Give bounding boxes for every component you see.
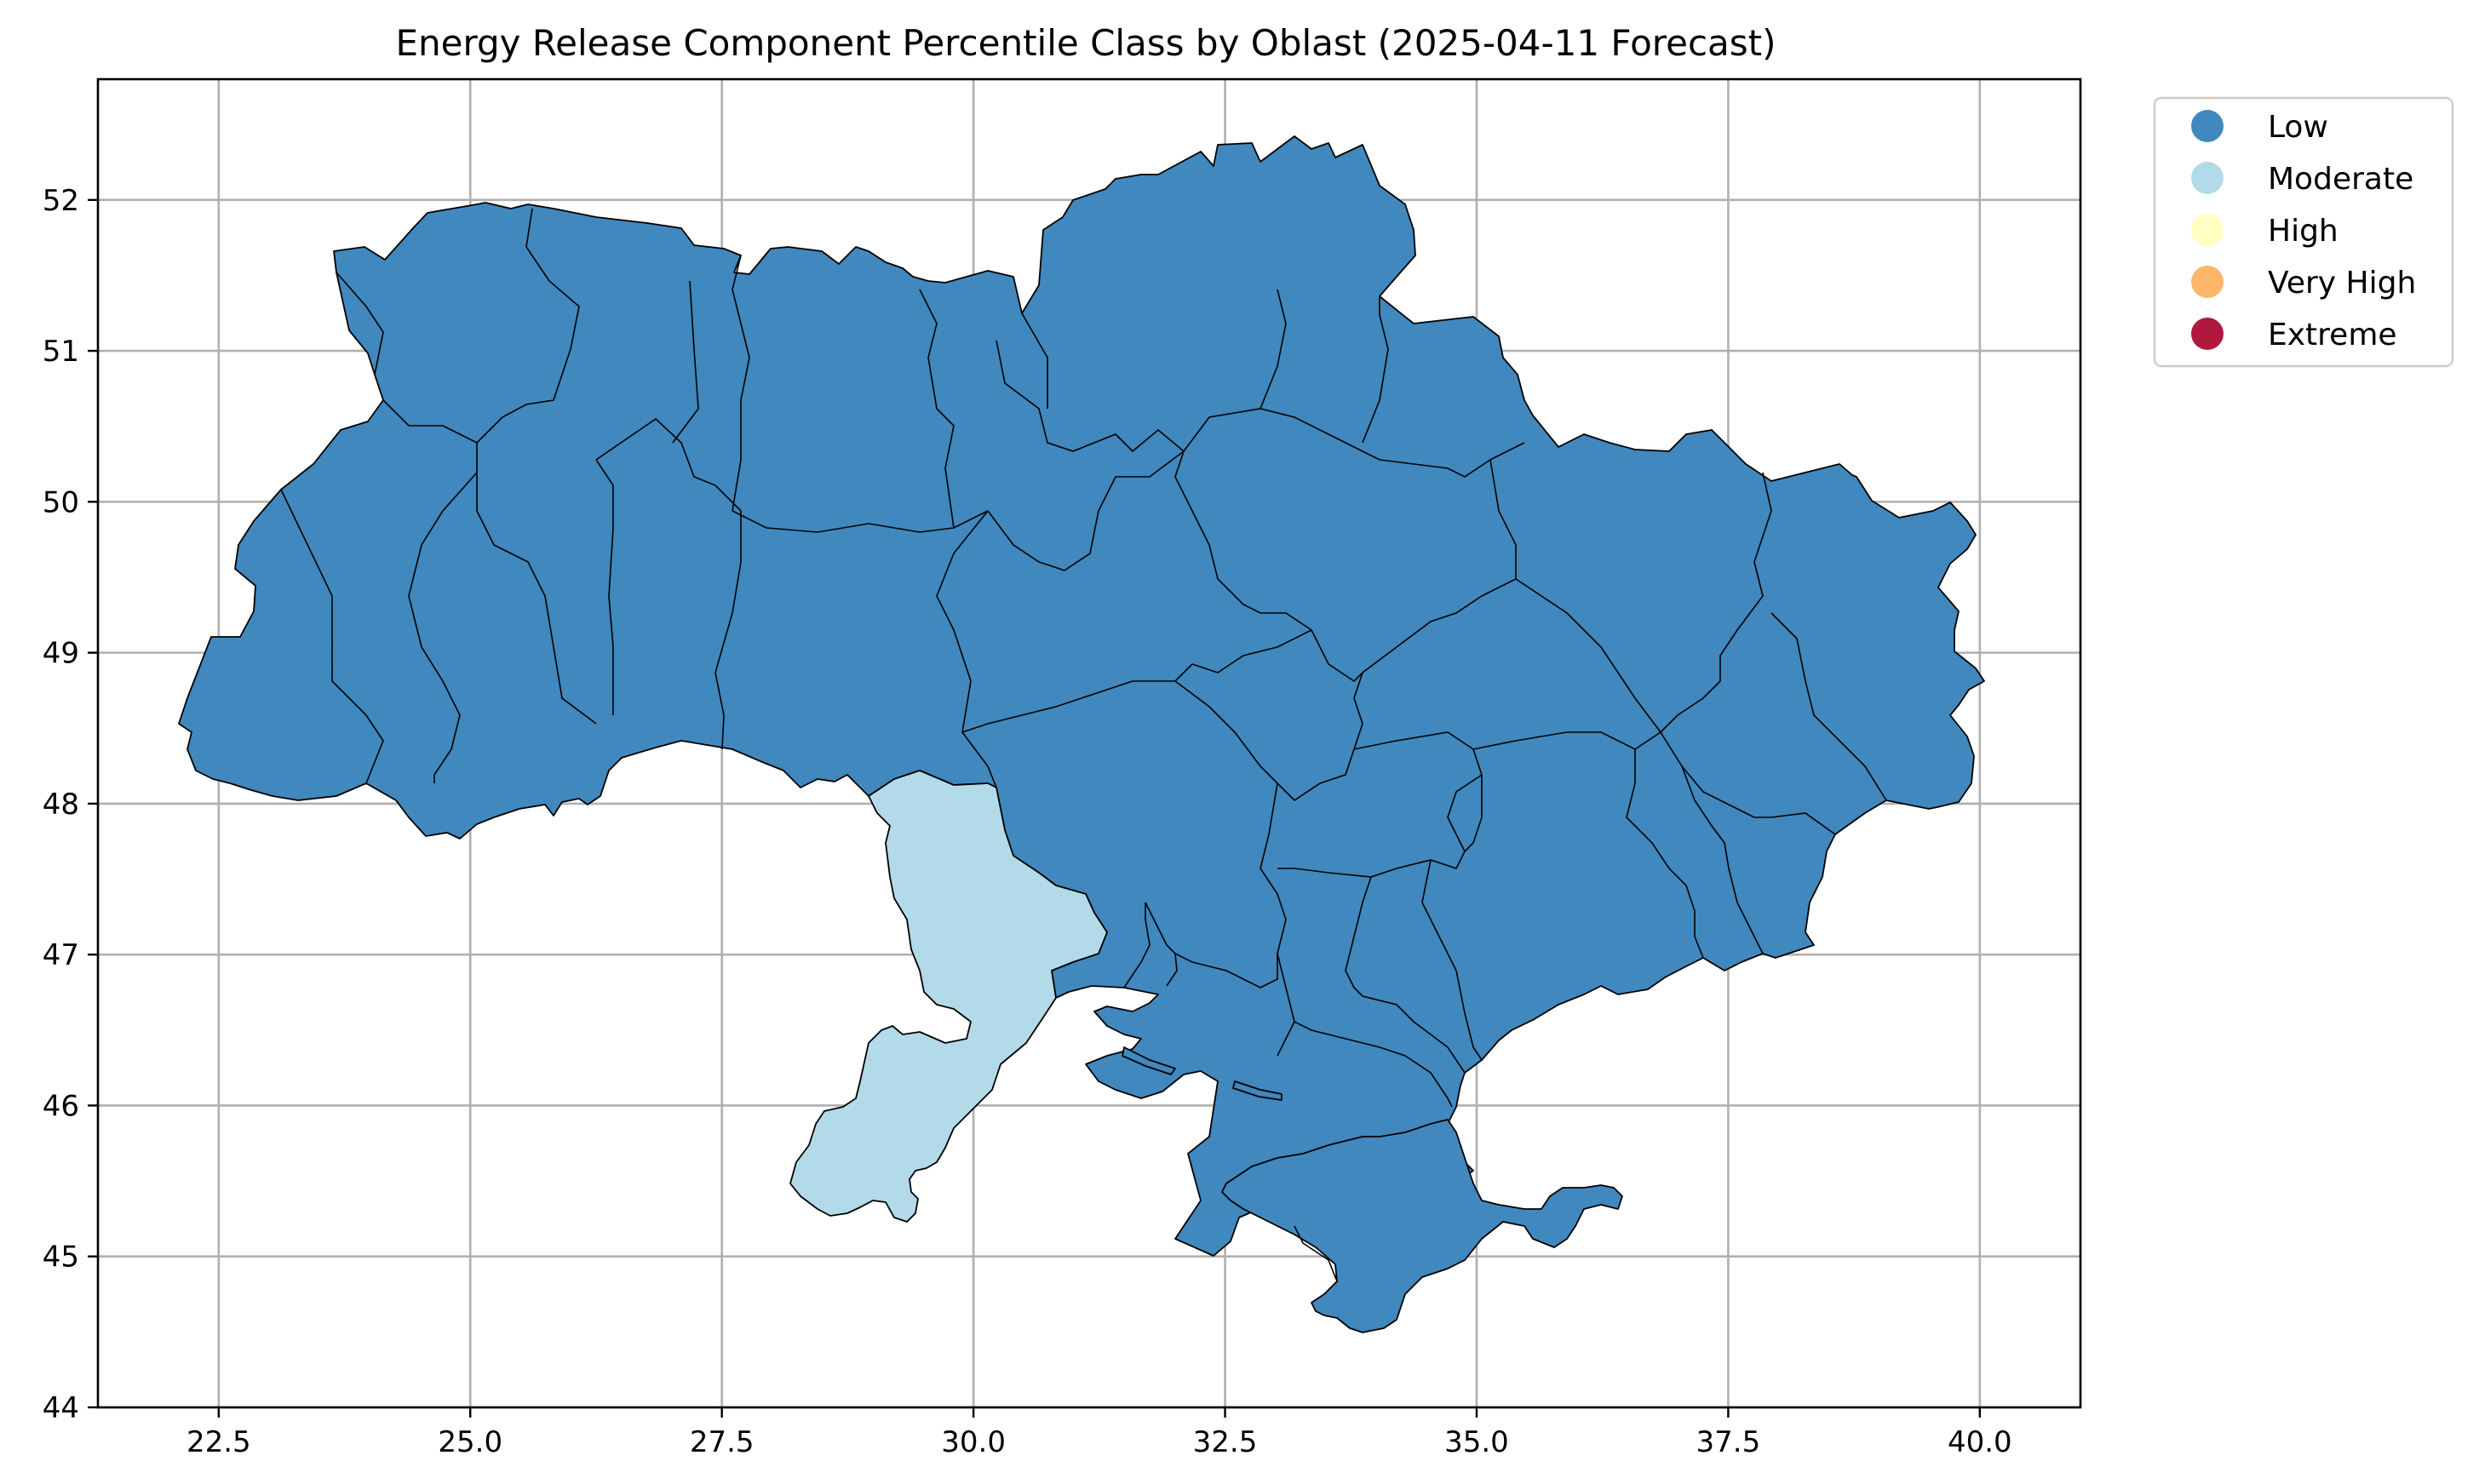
legend-label: Very High (2268, 266, 2416, 301)
y-tick-label: 50 (43, 485, 79, 519)
x-tick-label: 40.0 (1948, 1425, 2012, 1459)
x-tick-label: 22.5 (186, 1425, 251, 1459)
y-tick-label: 47 (43, 938, 79, 972)
legend-frame (2153, 96, 2454, 368)
legend-label: High (2268, 214, 2338, 249)
legend-label: Moderate (2268, 162, 2413, 197)
legend-marker (2191, 266, 2224, 298)
legend-marker (2191, 214, 2224, 246)
y-axis-ticks: 44 45 46 47 48 49 50 51 52 (43, 184, 98, 1425)
y-tick-label: 46 (43, 1089, 79, 1123)
map-layer (178, 135, 1985, 1333)
legend: Low Moderate High Very High Extreme (2153, 96, 2454, 368)
y-tick-label: 48 (43, 788, 79, 822)
x-tick-label: 32.5 (1193, 1425, 1258, 1459)
x-axis-ticks: 22.5 25.0 27.5 30.0 32.5 35.0 37.5 40.0 (186, 1407, 2012, 1459)
legend-marker (2191, 162, 2224, 194)
region-moderate-odesa (789, 770, 1108, 1223)
x-tick-label: 30.0 (941, 1425, 1006, 1459)
y-tick-label: 45 (43, 1240, 79, 1275)
y-tick-label: 51 (43, 335, 79, 369)
y-tick-label: 52 (43, 184, 79, 218)
x-tick-label: 25.0 (438, 1425, 502, 1459)
x-tick-label: 35.0 (1444, 1425, 1509, 1459)
x-tick-label: 37.5 (1696, 1425, 1761, 1459)
oblast-borders (280, 208, 1887, 1282)
arabat-spit (1122, 1046, 1176, 1075)
legend-marker (2191, 318, 2224, 350)
legend-label: Low (2268, 110, 2328, 145)
x-tick-label: 27.5 (690, 1425, 755, 1459)
y-tick-label: 44 (43, 1391, 79, 1425)
legend-marker (2191, 110, 2224, 142)
kinburn-spit (1232, 1080, 1283, 1101)
y-tick-label: 49 (43, 637, 79, 671)
axes-frame (96, 77, 2082, 1409)
region-low-crimea (1221, 1119, 1623, 1333)
legend-label: Extreme (2268, 318, 2397, 352)
map-title: Energy Release Component Percentile Clas… (395, 22, 1776, 64)
